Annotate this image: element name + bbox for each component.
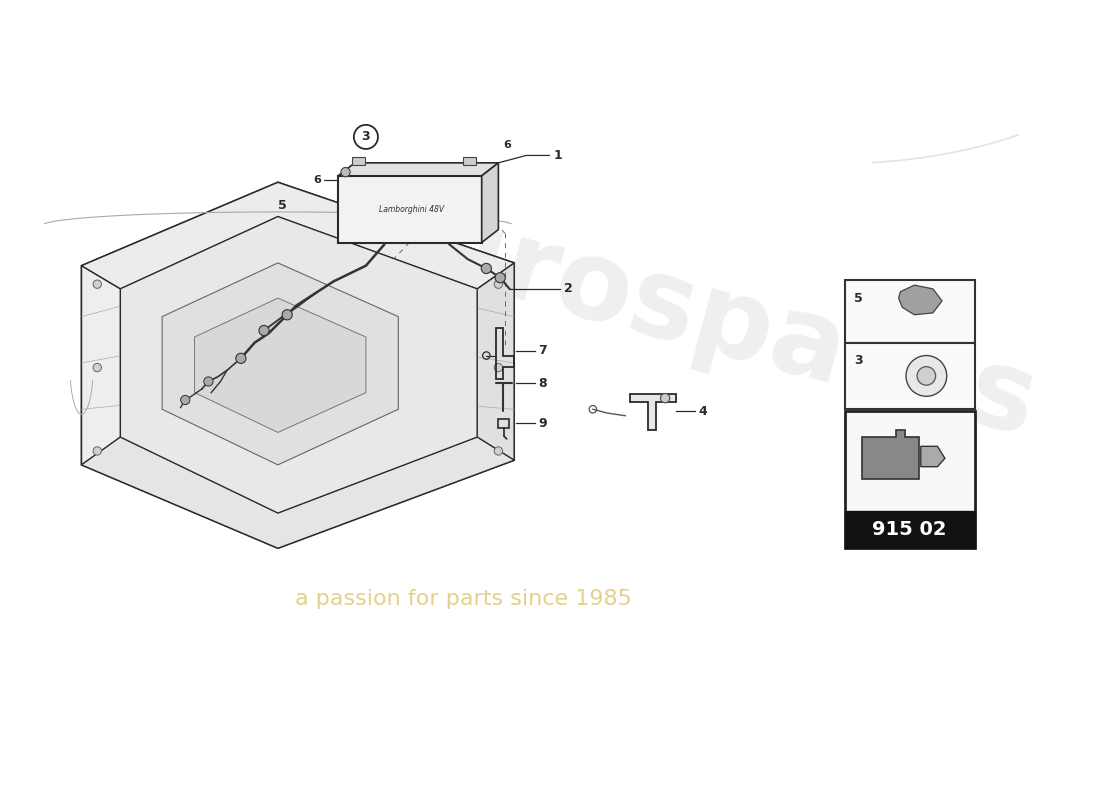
Polygon shape xyxy=(482,163,498,242)
Circle shape xyxy=(341,167,350,177)
Polygon shape xyxy=(861,430,918,478)
Text: a passion for parts since 1985: a passion for parts since 1985 xyxy=(295,589,631,609)
Text: Lamborghini 48V: Lamborghini 48V xyxy=(379,205,444,214)
Polygon shape xyxy=(899,285,942,314)
Text: 6: 6 xyxy=(504,140,512,150)
Text: 3: 3 xyxy=(854,354,862,366)
Text: 915 02: 915 02 xyxy=(872,520,947,539)
Circle shape xyxy=(94,363,101,372)
Text: 5: 5 xyxy=(278,199,287,212)
Circle shape xyxy=(282,310,293,320)
Circle shape xyxy=(494,363,503,372)
Text: 3: 3 xyxy=(362,130,371,143)
Text: 6: 6 xyxy=(314,175,321,186)
Bar xyxy=(845,342,975,410)
Text: 7: 7 xyxy=(538,345,547,358)
Circle shape xyxy=(94,280,101,288)
Circle shape xyxy=(258,326,270,336)
Bar xyxy=(845,279,975,342)
Circle shape xyxy=(494,446,503,455)
Circle shape xyxy=(180,395,190,405)
Bar xyxy=(352,158,365,165)
Text: 4: 4 xyxy=(698,405,707,418)
Polygon shape xyxy=(120,217,477,513)
Circle shape xyxy=(495,273,505,283)
Polygon shape xyxy=(81,437,514,548)
Text: 1: 1 xyxy=(554,149,563,162)
Bar xyxy=(463,158,476,165)
Bar xyxy=(845,511,975,548)
Text: eurospares: eurospares xyxy=(341,174,1048,459)
Polygon shape xyxy=(195,298,366,433)
Circle shape xyxy=(906,355,947,396)
Circle shape xyxy=(204,377,213,386)
Polygon shape xyxy=(921,446,945,466)
Text: 9: 9 xyxy=(538,417,547,430)
Circle shape xyxy=(481,263,492,274)
Polygon shape xyxy=(477,263,514,460)
Polygon shape xyxy=(338,163,498,176)
Text: 2: 2 xyxy=(564,282,573,295)
Circle shape xyxy=(235,354,246,363)
Circle shape xyxy=(494,280,503,288)
Circle shape xyxy=(917,366,936,385)
Bar xyxy=(338,176,482,242)
Polygon shape xyxy=(81,266,120,465)
Polygon shape xyxy=(81,182,514,289)
Circle shape xyxy=(94,446,101,455)
Polygon shape xyxy=(162,263,398,465)
Polygon shape xyxy=(630,394,676,430)
Text: 5: 5 xyxy=(854,292,862,305)
Circle shape xyxy=(660,394,670,402)
Bar xyxy=(845,411,975,548)
Text: 8: 8 xyxy=(538,377,547,390)
Polygon shape xyxy=(81,182,514,548)
